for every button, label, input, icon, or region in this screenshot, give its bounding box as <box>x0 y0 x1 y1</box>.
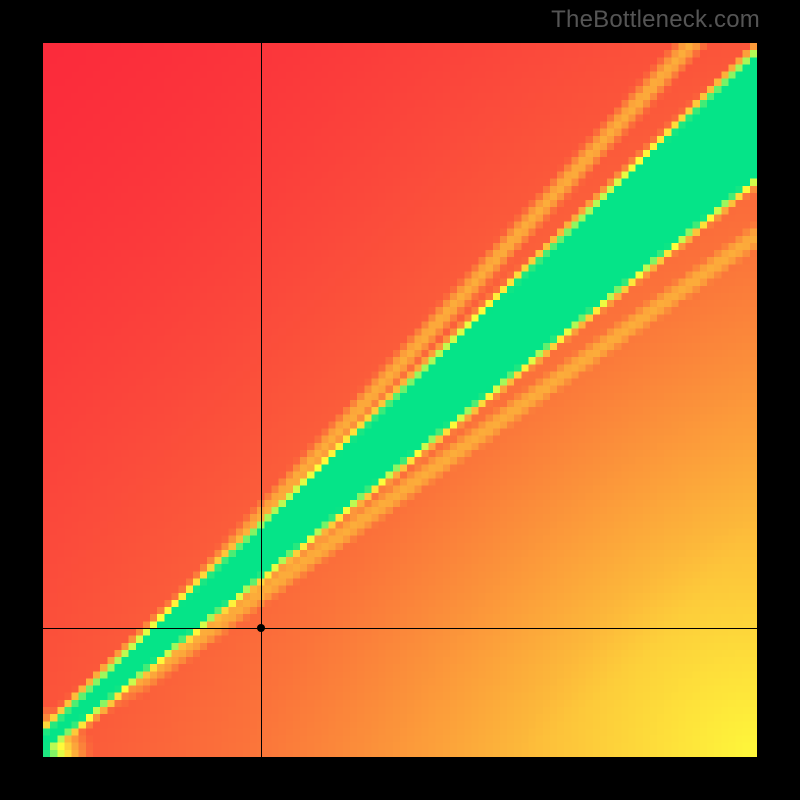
crosshair-vertical <box>261 43 262 757</box>
figure-frame: TheBottleneck.com <box>0 0 800 800</box>
watermark-text: TheBottleneck.com <box>551 6 760 34</box>
heatmap-canvas <box>43 43 757 757</box>
plot-area <box>43 43 757 757</box>
crosshair-marker <box>257 624 265 632</box>
crosshair-horizontal <box>43 628 757 629</box>
